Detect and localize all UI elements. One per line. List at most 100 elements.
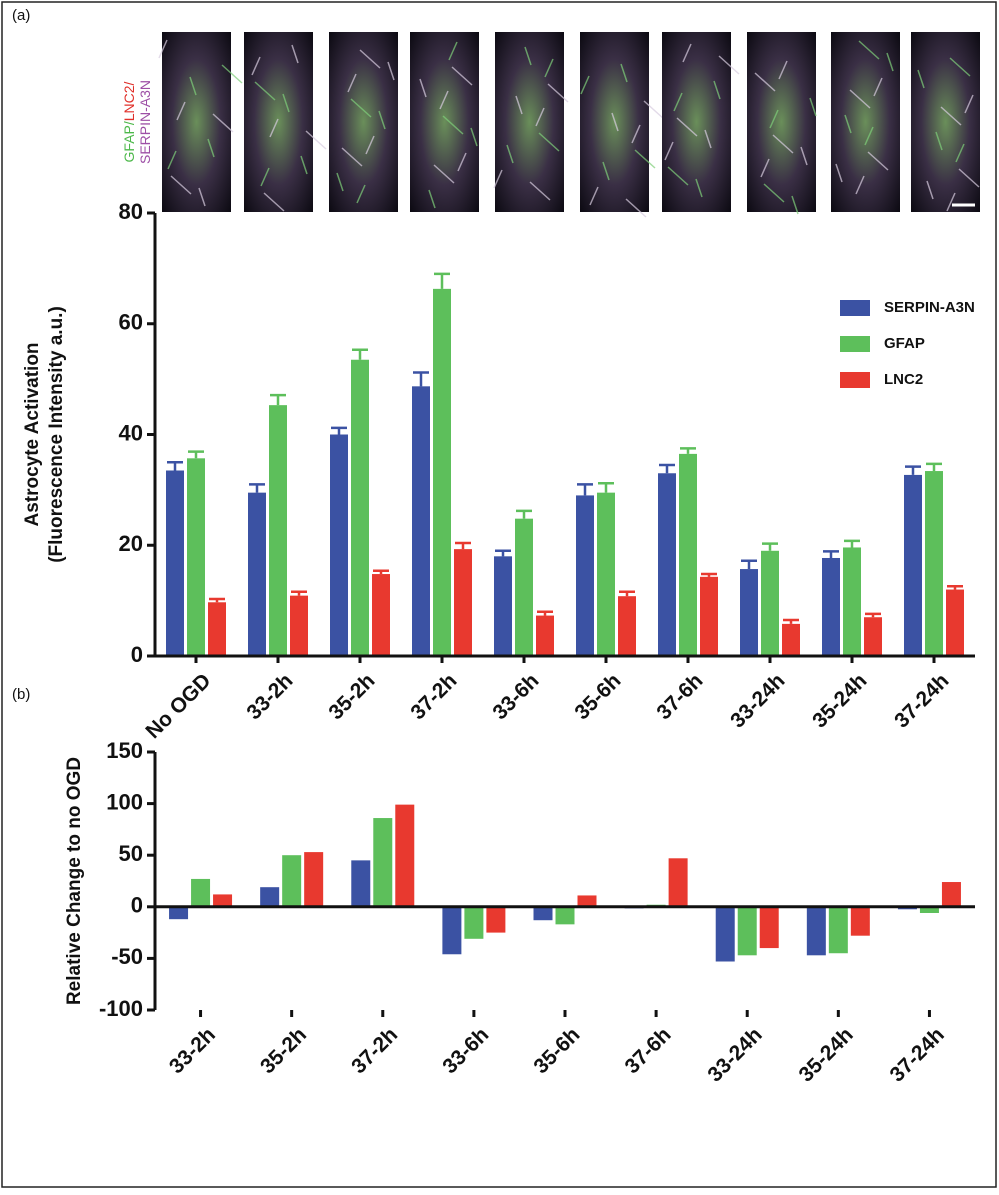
bar	[433, 289, 451, 656]
x-tick-label: 35-2h	[324, 669, 379, 724]
bar	[260, 887, 279, 907]
x-tick-label: 35-24h	[794, 1023, 857, 1086]
x-tick-label: 37-6h	[652, 669, 707, 724]
error-bar	[659, 465, 675, 473]
bar	[208, 602, 226, 656]
y-tick-label: 0	[131, 893, 143, 918]
bar	[169, 907, 188, 919]
bar	[578, 895, 597, 906]
bar	[536, 616, 554, 656]
x-tick-label: 37-24h	[886, 1023, 949, 1086]
error-bar	[291, 592, 307, 596]
x-tick-label: No OGD	[141, 669, 215, 743]
bar	[829, 907, 848, 953]
bar	[658, 473, 676, 656]
error-bar	[188, 452, 204, 459]
bar	[213, 894, 232, 906]
micrograph	[662, 32, 731, 212]
error-bar	[947, 586, 963, 589]
bar	[843, 547, 861, 656]
bar	[395, 805, 414, 907]
error-bar	[926, 464, 942, 471]
bar	[412, 386, 430, 656]
bar	[515, 519, 533, 656]
error-bar	[762, 544, 778, 551]
micrograph	[162, 32, 231, 212]
y-tick-label: 100	[106, 789, 143, 814]
legend-swatch	[840, 372, 870, 388]
panel-label: (b)	[12, 686, 30, 703]
error-bar	[413, 372, 429, 386]
legend-label: LNC2	[884, 371, 923, 388]
micrograph	[911, 32, 980, 212]
bar	[807, 907, 826, 956]
error-bar	[823, 551, 839, 558]
x-tick-label: 37-24h	[890, 669, 953, 732]
error-bar	[577, 484, 593, 495]
error-bar	[701, 574, 717, 577]
bar	[669, 858, 688, 907]
micrograph	[747, 32, 816, 212]
error-bar	[249, 484, 265, 492]
bar	[304, 852, 323, 907]
bar	[761, 551, 779, 656]
micrograph	[329, 32, 398, 212]
y-tick-label: -100	[99, 996, 143, 1021]
x-tick-label: 33-24h	[703, 1023, 766, 1086]
bar	[351, 360, 369, 656]
x-tick-label: 33-24h	[726, 669, 789, 732]
error-bar	[783, 620, 799, 624]
y-axis-label: (Fluorescence Intensity a.u.)	[46, 306, 67, 563]
y-tick-label: 0	[131, 642, 143, 667]
bar	[782, 624, 800, 656]
image-label-part: LNC2/	[121, 81, 137, 121]
x-tick-label: 33-2h	[165, 1023, 220, 1078]
bar	[166, 470, 184, 656]
y-axis-label: Relative Change to no OGD	[64, 757, 85, 1005]
figure: (a) GFAP/LNC2/SERPIN-A3N Astrocyte Activat…	[0, 0, 999, 1190]
bar	[851, 907, 870, 936]
bar	[942, 882, 961, 907]
error-bar	[373, 571, 389, 574]
x-tick-label: 35-6h	[570, 669, 625, 724]
bar	[679, 454, 697, 656]
image-label: GFAP/LNC2/SERPIN-A3N	[121, 80, 153, 164]
bar	[464, 907, 483, 939]
bar	[191, 879, 210, 907]
bar	[864, 617, 882, 656]
bar	[700, 577, 718, 656]
bar	[576, 495, 594, 656]
bar	[187, 458, 205, 656]
bar	[290, 596, 308, 656]
bar	[597, 493, 615, 656]
x-tick-label: 35-2h	[256, 1023, 311, 1078]
x-tick-label: 33-6h	[438, 1023, 493, 1078]
x-tick-label: 37-2h	[347, 1023, 402, 1078]
y-axis-label: Astrocyte Activation	[22, 342, 43, 526]
bar	[904, 475, 922, 656]
error-bar	[270, 395, 286, 405]
image-label-part: GFAP/	[121, 121, 137, 162]
panel-label: (a)	[12, 7, 30, 24]
bar	[740, 569, 758, 656]
error-bar	[619, 592, 635, 596]
error-bar	[167, 462, 183, 470]
bar	[248, 493, 266, 656]
y-tick-label: -50	[111, 944, 143, 969]
x-tick-label: 35-6h	[529, 1023, 584, 1078]
bar	[946, 590, 964, 656]
error-bar	[352, 350, 368, 360]
error-bar	[455, 543, 471, 549]
legend-swatch	[840, 336, 870, 352]
y-tick-label: 150	[106, 738, 143, 763]
bar	[372, 574, 390, 656]
bar	[716, 907, 735, 962]
bar	[373, 818, 392, 907]
bar	[618, 596, 636, 656]
error-bar	[434, 274, 450, 289]
bar	[282, 855, 301, 907]
error-bar	[516, 511, 532, 519]
bar	[494, 556, 512, 656]
bar	[822, 558, 840, 656]
y-tick-label: 80	[119, 199, 143, 224]
